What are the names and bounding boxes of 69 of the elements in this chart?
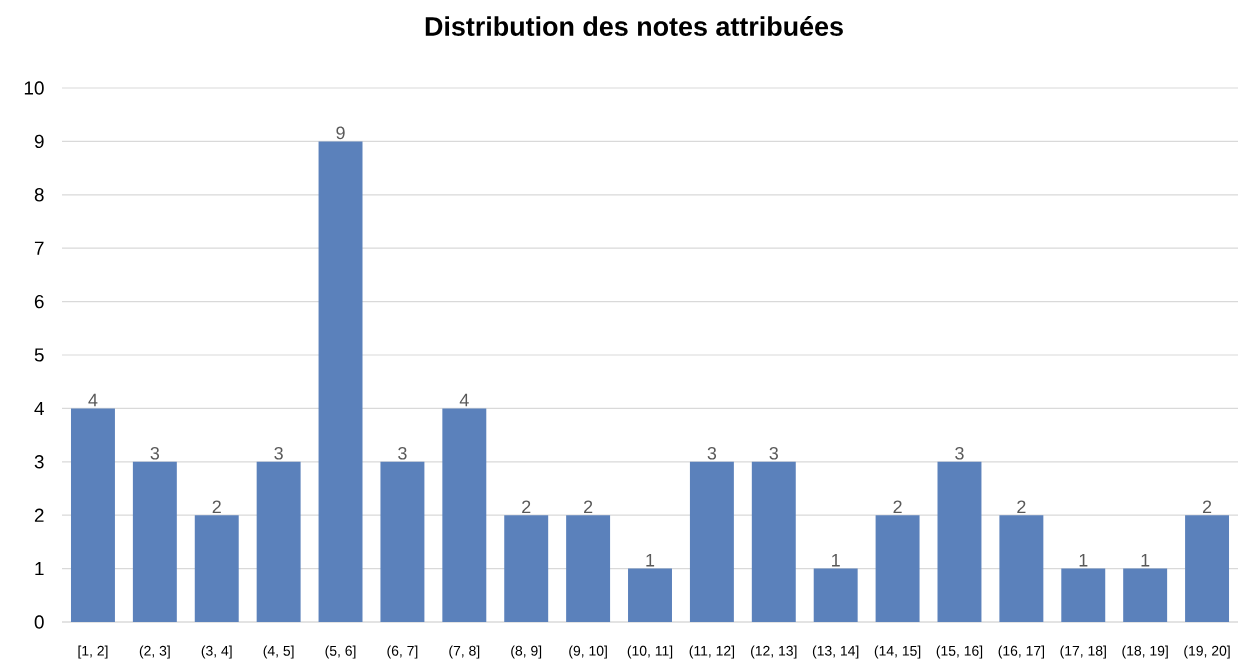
bar (689, 461, 734, 622)
data-label: 2 (1202, 500, 1212, 513)
data-label: 3 (769, 446, 778, 460)
chart-title: Distribution des notes attribuées (425, 15, 843, 36)
x-tick-label: (16, 17] (998, 645, 1044, 659)
x-tick-label: (3, 4] (201, 645, 232, 659)
x-tick-label: (8, 9] (511, 645, 542, 659)
bar (1185, 515, 1230, 622)
data-label: 9 (336, 126, 345, 140)
y-tick-label: 3 (34, 455, 44, 469)
x-tick-label: (18, 19] (1122, 645, 1168, 659)
x-tick-label: (11, 12] (689, 645, 735, 659)
bar (937, 461, 982, 622)
data-label: 4 (88, 393, 98, 407)
y-tick-label: 9 (34, 134, 44, 149)
data-label: 4 (459, 393, 469, 407)
bar (318, 141, 363, 622)
y-tick-label: 4 (34, 401, 44, 415)
data-label: 2 (584, 500, 593, 513)
bar (504, 515, 549, 622)
bar (70, 408, 115, 622)
bar (813, 568, 858, 622)
x-tick-label: (5, 6] (325, 645, 356, 659)
x-tick-label: (12, 13] (751, 645, 797, 659)
x-tick-label: (13, 14] (812, 645, 859, 659)
x-tick-label: (6, 7] (387, 645, 418, 659)
bar (442, 408, 487, 622)
y-tick-label: 10 (24, 81, 44, 95)
x-tick-label: (15, 16] (936, 645, 983, 659)
data-label: 3 (955, 446, 964, 460)
x-tick-label: [1, 2] (78, 645, 108, 659)
y-tick-label: 1 (35, 562, 44, 576)
bar (380, 461, 425, 622)
y-tick-label: 0 (34, 615, 44, 629)
x-tick-label: (19, 20] (1184, 645, 1230, 659)
bar (132, 461, 177, 622)
bar (628, 568, 672, 622)
y-tick-label: 7 (34, 241, 44, 255)
data-label: 2 (1017, 500, 1026, 513)
x-tick-label: (7, 8] (449, 645, 480, 659)
data-label: 3 (398, 446, 407, 460)
y-tick-label: 2 (34, 508, 44, 522)
data-label: 3 (150, 446, 160, 460)
bar (1123, 568, 1168, 622)
y-tick-label: 6 (34, 294, 44, 309)
bar (194, 515, 239, 622)
data-label: 3 (274, 446, 283, 460)
y-tick-label: 8 (34, 188, 44, 202)
x-tick-label: (14, 15] (874, 645, 921, 659)
data-label: 1 (832, 554, 840, 567)
bar (999, 515, 1044, 622)
y-tick-label: 5 (34, 348, 44, 362)
bar (875, 515, 920, 622)
x-tick-label: (17, 18] (1060, 645, 1106, 659)
data-label: 2 (212, 500, 221, 513)
data-label: 2 (893, 500, 902, 513)
x-tick-label: (10, 11] (627, 645, 673, 659)
bar (751, 461, 796, 622)
data-label: 2 (522, 500, 531, 513)
x-tick-label: (2, 3] (139, 645, 170, 659)
data-label: 1 (1141, 554, 1150, 567)
data-label: 3 (707, 446, 717, 460)
x-tick-label: (4, 5] (263, 645, 294, 659)
bar (256, 461, 301, 622)
x-tick-label: (9, 10] (569, 645, 607, 659)
bar (566, 515, 611, 622)
data-label: 1 (1079, 554, 1088, 567)
bar (1061, 568, 1106, 622)
data-label: 1 (646, 554, 655, 567)
